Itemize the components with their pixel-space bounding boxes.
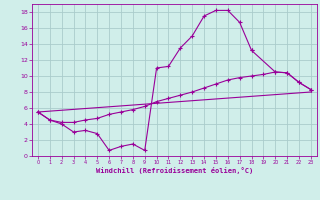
X-axis label: Windchill (Refroidissement éolien,°C): Windchill (Refroidissement éolien,°C) — [96, 167, 253, 174]
